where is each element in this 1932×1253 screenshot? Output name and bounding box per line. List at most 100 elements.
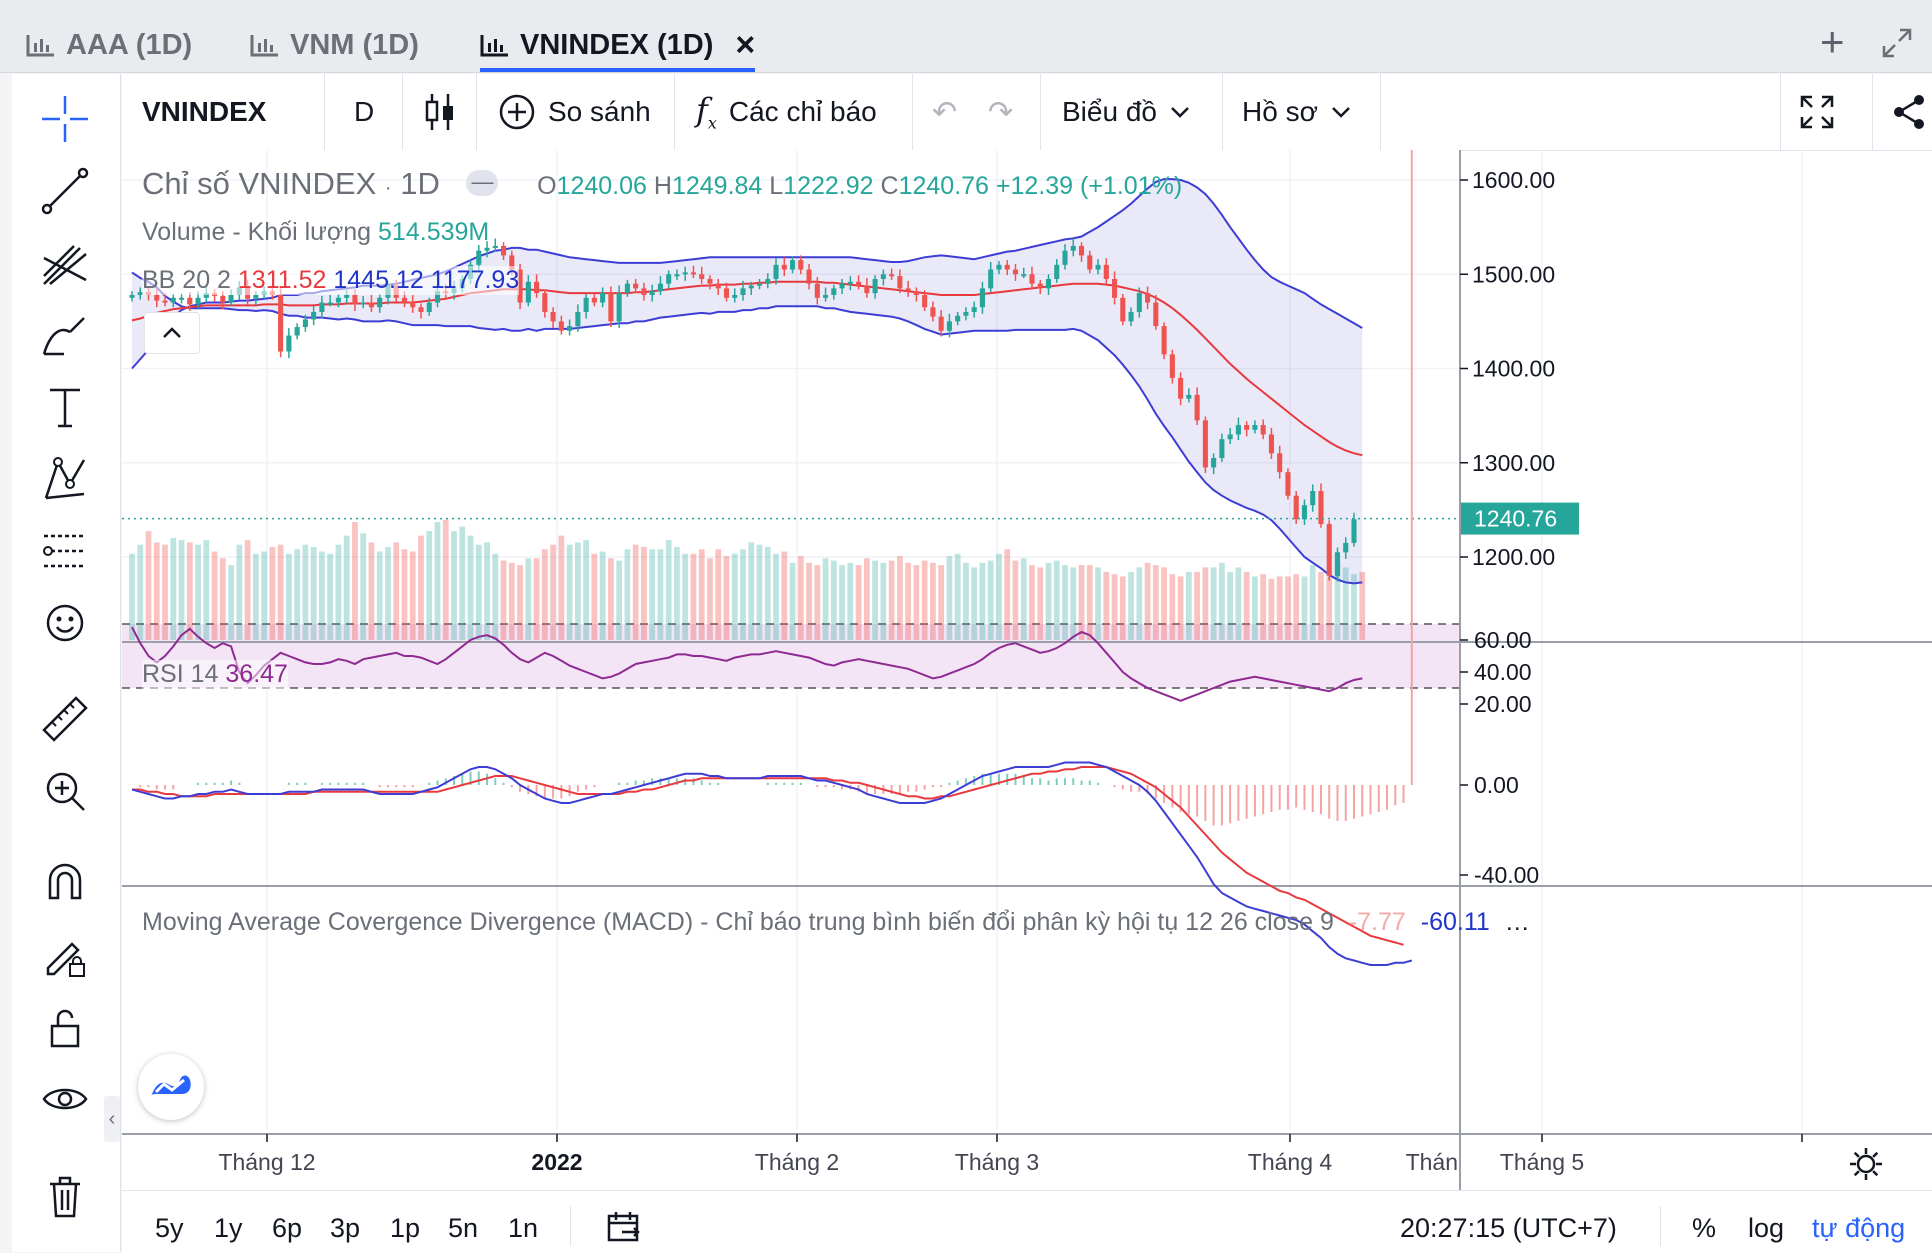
range-5y[interactable]: 5y xyxy=(155,1213,184,1243)
crosshair-icon[interactable] xyxy=(36,90,94,148)
indicators-button[interactable]: fx Các chỉ báo xyxy=(696,74,877,150)
volume-bar xyxy=(129,553,135,640)
time-axis-label: Tháng 12 xyxy=(218,1149,315,1175)
undo-icon[interactable]: ↶ xyxy=(932,95,958,129)
candle-body xyxy=(154,294,160,301)
calendar-goto-icon[interactable] xyxy=(606,1210,642,1249)
share-icon[interactable] xyxy=(1890,74,1928,150)
add-tab-icon[interactable]: + xyxy=(1820,18,1845,65)
expand-icon[interactable] xyxy=(1880,26,1914,60)
volume-bar xyxy=(302,544,309,640)
tab-vnindex[interactable]: VNINDEX (1D) × xyxy=(480,24,756,72)
candle-body xyxy=(913,291,919,295)
candle-body xyxy=(723,288,730,298)
volume-bar xyxy=(186,542,193,640)
tab-vnm[interactable]: VNM (1D) xyxy=(250,24,419,66)
text-tool-icon[interactable] xyxy=(36,378,94,436)
candle-body xyxy=(187,297,193,305)
unlock-icon[interactable] xyxy=(36,998,94,1056)
candle-body xyxy=(1211,458,1217,468)
pitchfork-icon[interactable] xyxy=(36,234,94,292)
bb-lower-value: 1177.93 xyxy=(430,266,520,294)
volume-bar xyxy=(674,546,680,640)
trash-icon[interactable] xyxy=(36,1168,94,1226)
magnet-icon[interactable] xyxy=(36,854,94,912)
candle-body xyxy=(220,295,226,303)
candle-body xyxy=(1252,425,1258,430)
chart-menu[interactable]: Biểu đồ xyxy=(1062,74,1191,150)
volume-bar xyxy=(1185,571,1192,640)
volume-bar xyxy=(583,540,589,640)
volume-bar xyxy=(1243,571,1250,640)
collapse-toolbar-handle[interactable]: ‹ xyxy=(104,1096,120,1142)
close-icon[interactable]: × xyxy=(735,26,756,64)
volume-bar xyxy=(756,544,763,640)
trend-line-icon[interactable] xyxy=(36,162,94,220)
auto-scale-toggle[interactable]: tự động xyxy=(1812,1213,1906,1243)
eye-icon[interactable] xyxy=(36,1070,94,1128)
range-1p[interactable]: 1p xyxy=(390,1213,421,1243)
range-3p[interactable]: 3p xyxy=(330,1213,361,1243)
price-chart[interactable]: 1600.00 1500.00 1400.00 1300.00 1200.00 1240.… xyxy=(122,150,1932,1190)
candle-body xyxy=(674,274,680,277)
lock-drawing-icon[interactable] xyxy=(36,926,94,984)
range-6p[interactable]: 6p xyxy=(272,1213,303,1243)
volume-bar xyxy=(996,553,1002,640)
percent-scale-toggle[interactable]: % xyxy=(1692,1213,1717,1243)
collapse-legend-button[interactable] xyxy=(144,312,200,354)
macd-more[interactable]: … xyxy=(1504,908,1530,936)
volume-bar xyxy=(393,542,400,640)
brush-icon[interactable] xyxy=(36,306,94,364)
legend-toggle-icon[interactable]: — xyxy=(466,169,499,196)
ruler-icon[interactable] xyxy=(36,690,94,748)
drawing-toolbar xyxy=(12,74,121,1252)
compare-button[interactable]: So sánh xyxy=(498,74,651,150)
candle-body xyxy=(872,278,878,294)
candle-body xyxy=(1012,269,1019,275)
volume-bar xyxy=(1103,571,1110,640)
profile-menu[interactable]: Hồ sơ xyxy=(1242,74,1352,150)
tab-aaa[interactable]: AAA (1D) xyxy=(26,24,192,66)
clock[interactable]: 20:27:15 (UTC+7) xyxy=(1400,1213,1617,1243)
rsi-axis-label: 40.00 xyxy=(1474,659,1532,685)
time-axis-label: Tháng 3 xyxy=(955,1149,1039,1175)
candle-body xyxy=(1194,394,1200,421)
volume-bar xyxy=(352,522,358,640)
fullscreen-icon[interactable] xyxy=(1798,74,1836,150)
candle-body xyxy=(773,264,779,279)
zoom-in-icon[interactable] xyxy=(36,762,94,820)
candle-body xyxy=(1070,245,1076,251)
volume-bar xyxy=(195,544,201,640)
volume-bar xyxy=(277,544,284,640)
open-value: 1240.06 xyxy=(556,172,647,200)
candle-body xyxy=(327,302,333,305)
macd-line xyxy=(131,761,1413,966)
tradingview-logo[interactable] xyxy=(138,1054,204,1120)
range-1y[interactable]: 1y xyxy=(214,1213,243,1243)
candle-body xyxy=(1326,524,1332,576)
candle-body xyxy=(864,285,870,294)
volume-bar xyxy=(971,567,978,640)
chart-style-button[interactable] xyxy=(424,74,456,150)
candle-body xyxy=(1029,274,1035,284)
volume-bar xyxy=(475,544,482,640)
volume-bar xyxy=(913,565,920,640)
volume-bar xyxy=(178,540,185,640)
volume-bar xyxy=(236,544,243,640)
settings-gear-icon[interactable] xyxy=(1846,1144,1886,1184)
candle-body xyxy=(1062,250,1068,265)
volume-bar xyxy=(1029,565,1035,640)
range-1n[interactable]: 1n xyxy=(508,1213,539,1243)
range-5n[interactable]: 5n xyxy=(448,1213,479,1243)
candle-body xyxy=(1037,283,1043,289)
candle-body xyxy=(501,245,507,256)
emoji-icon[interactable] xyxy=(36,594,94,652)
redo-icon[interactable]: ↷ xyxy=(988,95,1014,129)
volume-bar xyxy=(698,549,705,640)
symbol-search[interactable]: VNINDEX xyxy=(142,74,266,150)
prediction-icon[interactable] xyxy=(36,522,94,580)
interval-button[interactable]: D xyxy=(354,74,374,150)
candle-body xyxy=(558,321,564,331)
pattern-icon[interactable] xyxy=(36,450,94,508)
log-scale-toggle[interactable]: log xyxy=(1748,1213,1785,1243)
